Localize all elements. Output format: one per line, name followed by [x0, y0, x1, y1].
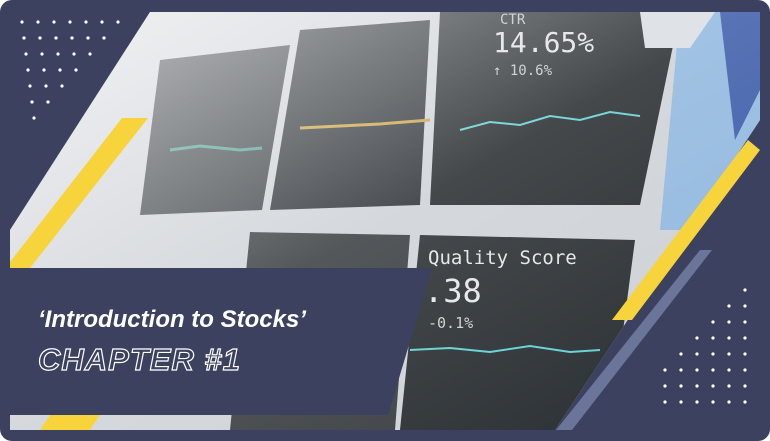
- dot: [40, 52, 44, 56]
- dot: [36, 20, 40, 24]
- dot: [695, 336, 699, 340]
- dot: [727, 304, 731, 308]
- photo-text: 14.65%: [493, 26, 594, 59]
- yellow-stripe: [10, 118, 148, 268]
- dot: [28, 84, 32, 88]
- photo-text: CTR: [500, 12, 526, 28]
- dot: [88, 52, 92, 56]
- dot: [727, 400, 731, 404]
- dot: [20, 20, 24, 24]
- dot: [727, 384, 731, 388]
- photo-text: .38: [424, 272, 482, 310]
- dot: [52, 20, 56, 24]
- dot: [68, 20, 72, 24]
- dot: [116, 20, 120, 24]
- dot: [663, 400, 667, 404]
- dot: [663, 384, 667, 388]
- grey-stripe: [556, 250, 712, 430]
- dot: [72, 52, 76, 56]
- subtitle: CHAPTER #1: [38, 342, 241, 377]
- dot: [30, 100, 34, 104]
- yellow-stripe: [612, 140, 760, 320]
- dot: [695, 352, 699, 356]
- dot: [695, 400, 699, 404]
- dot: [695, 368, 699, 372]
- dot: [679, 400, 683, 404]
- dot: [42, 68, 46, 72]
- dot: [743, 304, 747, 308]
- dot: [711, 352, 715, 356]
- title-box: [10, 268, 432, 415]
- dot: [663, 368, 667, 372]
- dot: [70, 36, 74, 40]
- photo-text: Quality Score: [428, 247, 577, 269]
- dot: [74, 68, 78, 72]
- dot: [32, 116, 36, 120]
- dot: [58, 68, 62, 72]
- dot: [711, 384, 715, 388]
- dot: [44, 84, 48, 88]
- dot: [679, 368, 683, 372]
- dot: [102, 36, 106, 40]
- dot: [711, 368, 715, 372]
- dot: [727, 368, 731, 372]
- dot: [56, 52, 60, 56]
- dot: [679, 384, 683, 388]
- dot: [100, 20, 104, 24]
- dot: [711, 320, 715, 324]
- dot: [743, 368, 747, 372]
- highlight: [640, 12, 715, 48]
- yellow-stripe: [40, 415, 100, 430]
- dot: [679, 352, 683, 356]
- dot: [24, 52, 28, 56]
- dot: [46, 100, 50, 104]
- dot: [743, 384, 747, 388]
- dot: [711, 400, 715, 404]
- dot: [727, 336, 731, 340]
- dot: [84, 20, 88, 24]
- dot: [727, 320, 731, 324]
- dot: [743, 336, 747, 340]
- dot: [727, 352, 731, 356]
- dot: [26, 68, 30, 72]
- dot: [86, 36, 90, 40]
- photo-text: ↑ 10.6%: [493, 63, 553, 79]
- dot: [743, 400, 747, 404]
- dot: [743, 320, 747, 324]
- dot: [711, 336, 715, 340]
- photo-text: -0.1%: [428, 314, 473, 332]
- dot: [743, 352, 747, 356]
- dot: [60, 84, 64, 88]
- title: ‘Introduction to Stocks’: [38, 306, 306, 333]
- dot: [54, 36, 58, 40]
- dot: [22, 36, 26, 40]
- dot: [38, 36, 42, 40]
- dots: [20, 20, 747, 404]
- dot: [743, 288, 747, 292]
- dot: [695, 384, 699, 388]
